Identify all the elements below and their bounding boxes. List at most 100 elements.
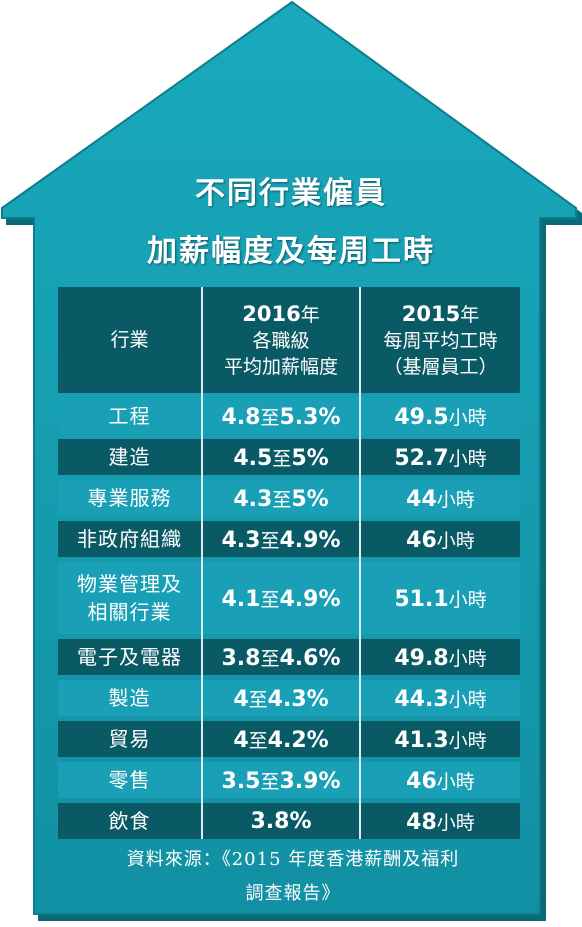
table-row: 非政府組織 4.3至4.9% 46小時 [58, 521, 520, 557]
industry-cell: 貿易 [58, 721, 203, 757]
raise-high: 4.3% [267, 686, 329, 712]
header-raise: 2016年 各職級 平均加薪幅度 [202, 287, 361, 393]
hours-cell: 49.8小時 [360, 639, 520, 675]
hours-unit: 小時 [436, 529, 475, 552]
raise-high: 4.2% [267, 727, 329, 753]
hours-cell: 52.7小時 [360, 439, 520, 475]
hours-unit: 小時 [448, 406, 487, 429]
raise-cell: 3.8至4.6% [202, 639, 361, 675]
raise-cell: 4.8至5.3% [202, 398, 361, 434]
raise-high: 5% [291, 445, 329, 471]
header-hours-line1: 每周平均工時 [383, 329, 498, 352]
raise-cell: 3.5至3.9% [202, 762, 361, 798]
table-row: 物業管理及相關行業 4.1至4.9% 51.1小時 [58, 562, 520, 634]
header-hours-line2: （基層員工） [383, 355, 498, 378]
hours-unit: 小時 [436, 811, 475, 834]
raise-high: 5% [291, 486, 329, 512]
hours-cell: 48小時 [360, 803, 520, 839]
header-raise-line2: 平均加薪幅度 [223, 355, 338, 378]
raise-to: 至 [248, 729, 268, 752]
hours-cell: 41.3小時 [360, 721, 520, 757]
raise-to: 至 [260, 529, 280, 552]
hours-value: 48 [406, 809, 437, 835]
raise-cell: 4至4.3% [202, 680, 361, 716]
raise-low: 4.3 [221, 527, 261, 553]
hours-value: 51.1 [394, 586, 449, 612]
hours-cell: 49.5小時 [360, 398, 520, 434]
table-row: 建造 4.5至5% 52.7小時 [58, 439, 520, 475]
raise-cell: 4.3至5% [202, 480, 361, 516]
raise-to: 至 [260, 406, 280, 429]
hours-cell: 46小時 [360, 762, 520, 798]
hours-unit: 小時 [448, 588, 487, 611]
hours-cell: 46小時 [360, 521, 520, 557]
header-raise-year-suffix: 年 [300, 303, 320, 326]
industry-cell: 工程 [58, 398, 203, 434]
raise-low: 4.3 [233, 486, 273, 512]
hours-unit: 小時 [436, 488, 475, 511]
raise-to: 至 [272, 447, 292, 470]
raise-high: 4.6% [279, 645, 341, 671]
industry-cell: 製造 [58, 680, 203, 716]
hours-value: 46 [406, 768, 437, 794]
hours-value: 49.8 [394, 645, 449, 671]
table-row: 工程 4.8至5.3% 49.5小時 [58, 398, 520, 434]
raise-cell: 3.8% [202, 803, 361, 839]
raise-to: 至 [260, 770, 280, 793]
raise-to: 至 [272, 488, 292, 511]
hours-unit: 小時 [436, 770, 475, 793]
hours-unit: 小時 [448, 688, 487, 711]
industry-line2: 相關行業 [87, 600, 172, 624]
hours-value: 49.5 [394, 404, 449, 430]
raise-to: 至 [260, 588, 280, 611]
header-hours-year-suffix: 年 [460, 303, 480, 326]
raise-high: 3.9% [279, 768, 341, 794]
data-table: 行業 2016年 各職級 平均加薪幅度 2015年 每周平均工時 （基層員工） … [58, 287, 520, 839]
source-line-1: 資料來源：《2015 年度香港薪酬及福利 [126, 849, 460, 870]
industry-cell: 電子及電器 [58, 639, 203, 675]
hours-unit: 小時 [448, 447, 487, 470]
header-hours: 2015年 每周平均工時 （基層員工） [360, 287, 520, 393]
table-row: 電子及電器 3.8至4.6% 49.8小時 [58, 639, 520, 675]
header-industry: 行業 [58, 287, 203, 393]
raise-high: 5.3% [279, 404, 341, 430]
industry-cell: 物業管理及 相關行業 [58, 562, 203, 634]
raise-low: 4 [233, 686, 249, 712]
hours-cell: 44.3小時 [360, 680, 520, 716]
hours-cell: 44小時 [360, 480, 520, 516]
hours-value: 44.3 [394, 686, 449, 712]
raise-low: 3.5 [221, 768, 261, 794]
header-raise-year: 2016 [242, 301, 301, 326]
raise-to: 至 [248, 688, 268, 711]
raise-low: 4 [233, 727, 249, 753]
industry-cell: 專業服務 [58, 480, 203, 516]
raise-low: 4.5 [233, 445, 273, 471]
header-industry-label: 行業 [110, 329, 149, 351]
header-hours-year: 2015 [401, 301, 461, 326]
raise-low: 4.8 [221, 404, 261, 430]
hours-value: 44 [406, 486, 437, 512]
industry-cell: 建造 [58, 439, 203, 475]
raise-cell: 4.5至5% [202, 439, 361, 475]
hours-value: 41.3 [394, 727, 449, 753]
hours-value: 52.7 [394, 445, 449, 471]
title-line-1: 不同行業僱員 [195, 176, 387, 211]
table-row: 專業服務 4.3至5% 44小時 [58, 480, 520, 516]
raise-single: 3.8% [250, 808, 312, 834]
hours-value: 46 [406, 527, 437, 553]
hours-cell: 51.1小時 [360, 562, 520, 634]
table-row: 製造 4至4.3% 44.3小時 [58, 680, 520, 716]
hours-unit: 小時 [448, 647, 487, 670]
raise-cell: 4.1至4.9% [202, 562, 361, 634]
industry-cell: 飲食 [58, 803, 203, 839]
title-line-2: 加薪幅度及每周工時 [147, 234, 435, 269]
header-raise-line1: 各職級 [252, 329, 310, 352]
raise-high: 4.9% [279, 527, 341, 553]
raise-cell: 4至4.2% [202, 721, 361, 757]
table-row: 貿易 4至4.2% 41.3小時 [58, 721, 520, 757]
raise-low: 4.1 [221, 586, 261, 612]
industry-cell: 非政府組織 [58, 521, 203, 557]
raise-low: 3.8 [221, 645, 261, 671]
hours-unit: 小時 [448, 729, 487, 752]
industry-line1: 物業管理及 [77, 572, 182, 596]
